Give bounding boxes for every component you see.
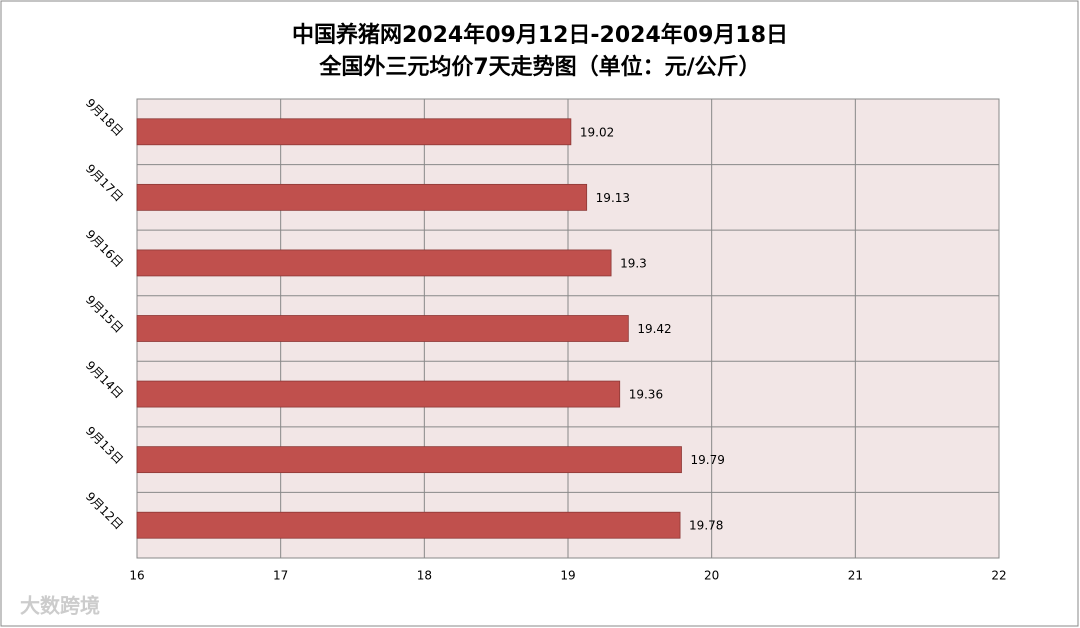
x-tick-label: 17	[273, 569, 288, 583]
bar	[136, 380, 621, 408]
chart-title: 中国养猪网2024年09月12日-2024年09月18日	[292, 22, 788, 48]
x-tick-label: 21	[848, 569, 863, 583]
x-tick-label: 19	[560, 569, 575, 583]
watermark: 大数跨境	[20, 594, 100, 618]
x-tick-label: 18	[417, 569, 432, 583]
value-label: 19.78	[689, 519, 723, 533]
bar	[136, 118, 572, 146]
x-tick-label: 22	[991, 569, 1006, 583]
value-label: 19.79	[690, 453, 724, 467]
bar	[136, 183, 588, 211]
value-label: 19.36	[629, 388, 663, 402]
bar	[136, 511, 681, 539]
value-label: 19.02	[580, 125, 614, 139]
value-label: 19.3	[620, 256, 647, 270]
bar	[136, 249, 612, 277]
value-label: 19.13	[596, 191, 630, 205]
value-label: 19.42	[637, 322, 671, 336]
bar	[136, 315, 629, 342]
chart-subtitle: 全国外三元均价7天走势图（单位：元/公斤）	[318, 54, 760, 80]
bar	[136, 446, 682, 474]
x-tick-label: 20	[704, 569, 719, 583]
x-tick-label: 16	[129, 569, 144, 583]
